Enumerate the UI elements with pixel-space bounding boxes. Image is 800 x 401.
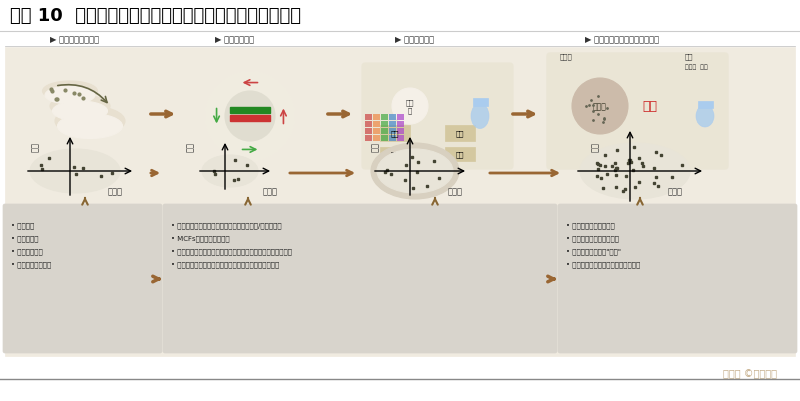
Bar (381, 122, 388, 128)
Circle shape (392, 89, 428, 125)
Text: 基因型: 基因型 (447, 187, 462, 196)
Text: ▶ 系统代谢工程: ▶ 系统代谢工程 (395, 35, 434, 45)
Text: • 利用不断积累的生物学知识对菌株进行理性/半理性改造: • 利用不断积累的生物学知识对菌株进行理性/半理性改造 (171, 221, 282, 228)
Bar (5, 37, 795, 356)
Bar (230, 116, 270, 122)
Bar (397, 115, 404, 121)
Circle shape (225, 92, 275, 142)
Text: 基因型: 基因型 (667, 187, 682, 196)
Text: 基因型: 基因型 (593, 102, 607, 111)
Bar (0, 0, 800, 32)
Bar (373, 122, 380, 128)
Text: 转化率  产率: 转化率 产率 (685, 64, 708, 70)
Text: 表型: 表型 (370, 142, 379, 152)
Text: ▶ 非理性诱变及筛选: ▶ 非理性诱变及筛选 (50, 35, 99, 45)
FancyBboxPatch shape (3, 205, 162, 353)
Bar (373, 136, 380, 142)
Bar (230, 108, 270, 114)
FancyBboxPatch shape (362, 64, 513, 170)
Bar (445, 148, 475, 162)
Ellipse shape (371, 144, 459, 200)
Bar (445, 126, 475, 142)
Text: 图表 10  合成生物学发展使微生物细胞工厂效率大幅提升: 图表 10 合成生物学发展使微生物细胞工厂效率大幅提升 (10, 7, 301, 25)
Bar (397, 129, 404, 135)
Bar (389, 136, 396, 142)
Text: • MCFs创制效率显著提升: • MCFs创制效率显著提升 (171, 235, 230, 241)
Bar (698, 102, 713, 109)
Text: 雪头条 ©未来智库: 雪头条 ©未来智库 (723, 368, 777, 378)
Bar (389, 115, 396, 121)
Text: 测试: 测试 (456, 151, 464, 158)
Ellipse shape (580, 144, 690, 200)
Text: 表型: 表型 (30, 142, 39, 152)
Text: ▶ 经典代谢工程: ▶ 经典代谢工程 (215, 35, 254, 45)
Bar (373, 129, 380, 135)
Text: • 将未知功能基因的发现和改造相结合: • 将未知功能基因的发现和改造相结合 (566, 260, 640, 267)
Text: 表型: 表型 (685, 54, 694, 60)
Bar (381, 136, 388, 142)
Text: • 现有技术的局限性限制了构建和测试通量的进一步提升: • 现有技术的局限性限制了构建和测试通量的进一步提升 (171, 260, 279, 267)
Bar (365, 136, 372, 142)
Bar (365, 115, 372, 121)
Bar (389, 122, 396, 128)
Text: 数据: 数据 (642, 100, 658, 113)
Bar (380, 126, 410, 142)
Text: 设计: 设计 (390, 130, 399, 137)
Ellipse shape (377, 150, 453, 194)
Text: • 突变随机性高: • 突变随机性高 (11, 247, 42, 254)
Text: • 适用范围广: • 适用范围广 (11, 235, 38, 241)
Ellipse shape (30, 150, 120, 194)
Text: 构建: 构建 (456, 130, 464, 137)
Text: • 高校探索新的表型"高地": • 高校探索新的表型"高地" (566, 247, 621, 254)
FancyBboxPatch shape (547, 54, 728, 170)
FancyBboxPatch shape (163, 205, 557, 353)
Text: 基因型: 基因型 (107, 187, 122, 196)
Ellipse shape (53, 102, 107, 122)
Ellipse shape (58, 114, 122, 139)
Text: • 绕开理性设计技术瓶颈: • 绕开理性设计技术瓶颈 (566, 221, 614, 228)
Bar (397, 122, 404, 128)
Text: • 突变效率难以控制: • 突变效率难以控制 (11, 260, 51, 267)
Ellipse shape (50, 96, 110, 118)
Bar (473, 99, 488, 107)
Text: • 操作简单: • 操作简单 (11, 221, 34, 228)
Text: 基因型: 基因型 (560, 54, 573, 60)
Text: 表型: 表型 (186, 142, 194, 152)
Ellipse shape (55, 107, 125, 137)
Bar (397, 136, 404, 142)
Ellipse shape (45, 87, 95, 105)
Circle shape (205, 72, 295, 162)
Ellipse shape (42, 82, 98, 102)
Text: 表型: 表型 (590, 142, 599, 152)
Circle shape (572, 79, 628, 135)
Bar (365, 129, 372, 135)
Text: 基因
组: 基因 组 (406, 99, 414, 114)
Bar (381, 129, 388, 135)
Text: 基因型: 基因型 (262, 187, 278, 196)
Ellipse shape (471, 104, 489, 129)
Bar (381, 115, 388, 121)
Text: • 全基因组范围搜索基因型: • 全基因组范围搜索基因型 (566, 235, 619, 241)
Text: 分析: 分析 (390, 151, 399, 158)
Text: ▶ 全基因组水平定制化细胞工厂: ▶ 全基因组水平定制化细胞工厂 (585, 35, 659, 45)
Bar (365, 122, 372, 128)
Bar (373, 115, 380, 121)
FancyBboxPatch shape (558, 205, 797, 353)
Bar (5, 32, 795, 47)
Text: • 已有知识的局限性限制了基因组范围未知功能基因的快速挖掘: • 已有知识的局限性限制了基因组范围未知功能基因的快速挖掘 (171, 247, 292, 254)
Bar (389, 129, 396, 135)
Ellipse shape (202, 156, 258, 188)
Ellipse shape (696, 106, 714, 128)
Bar (380, 148, 410, 162)
